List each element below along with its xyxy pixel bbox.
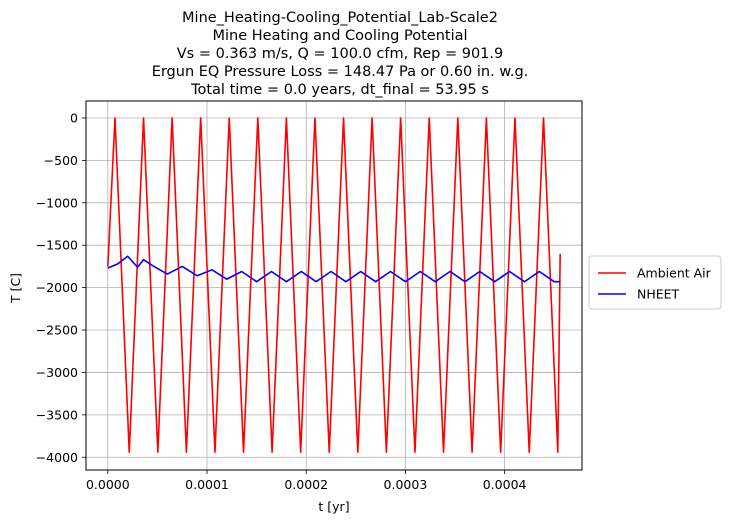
axis-ticks: 0.0000 0.0001 0.0002 0.0003 0.0004 0 −500 −1000… (36, 110, 527, 492)
x-tick-label: 0.0000 (86, 477, 130, 492)
legend: Ambient Air NHEET (588, 255, 722, 310)
title-line-2: Mine Heating and Cooling Potential (212, 28, 467, 44)
y-tick-label: −1000 (36, 195, 78, 210)
legend-label: Ambient Air (637, 266, 712, 281)
y-tick-label: −4000 (36, 450, 78, 465)
series-line-ambient-air (107, 117, 561, 453)
y-tick-label: −3000 (36, 365, 78, 380)
chart-title: Mine_Heating-Cooling_Potential_Lab-Scale… (152, 10, 529, 98)
x-tick-label: 0.0001 (185, 477, 229, 492)
title-line-1: Mine_Heating-Cooling_Potential_Lab-Scale… (182, 10, 498, 26)
title-line-5: Total time = 0.0 years, dt_final = 53.95… (190, 82, 489, 98)
x-tick-label: 0.0002 (284, 477, 328, 492)
y-tick-label: −500 (44, 153, 78, 168)
series-line-nheet (107, 255, 561, 283)
y-tick-label: −3500 (36, 407, 78, 422)
y-tick-label: −1500 (36, 238, 78, 253)
legend-box (588, 255, 722, 310)
title-line-4: Ergun EQ Pressure Loss = 148.47 Pa or 0.… (152, 64, 529, 80)
title-line-3: Vs = 0.363 m/s, Q = 100.0 cfm, Rep = 901… (177, 46, 504, 62)
y-tick-label: −2000 (36, 280, 78, 295)
y-tick-label: −2500 (36, 323, 78, 338)
x-axis-label: t [yr] (318, 499, 349, 514)
plot-frame (85, 100, 583, 471)
legend-label: NHEET (637, 287, 680, 302)
x-tick-label: 0.0004 (483, 477, 527, 492)
series-lines (107, 117, 561, 453)
x-tick-label: 0.0003 (384, 477, 428, 492)
y-tick-label: 0 (70, 110, 78, 125)
y-axis-label: T [C] (8, 273, 23, 304)
